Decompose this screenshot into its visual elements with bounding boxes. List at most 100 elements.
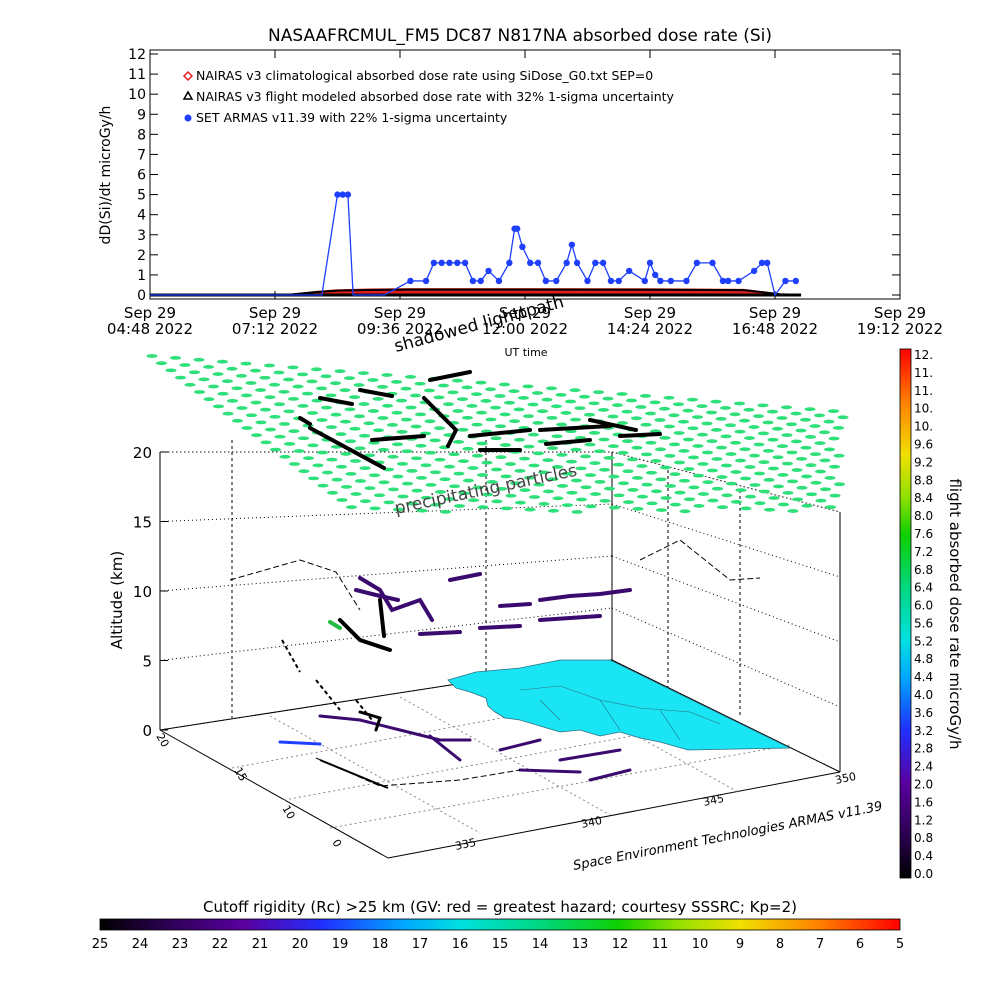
series-armas-point [542, 277, 550, 285]
particle-grid-cell [739, 447, 751, 452]
rigidity-colorbar-labels: 25 24 23 22 21 20 19 18 17 16 15 14 13 12 11 10 9 8 7 6 5 [92, 937, 904, 952]
rigidity-colorbar-label: 25 [92, 937, 109, 952]
annotation-ut-time: UT time [504, 346, 547, 359]
x-tick-label: Sep 29 [124, 304, 176, 322]
particle-grid-cell [430, 502, 442, 507]
rigidity-colorbar-label: 10 [692, 937, 709, 952]
particle-grid-cell [814, 469, 827, 474]
particle-grid-cell [780, 405, 793, 410]
particle-grid-cell [278, 389, 290, 394]
particle-grid-cell [527, 432, 540, 437]
particle-grid-cell [566, 490, 578, 495]
dose-colorbar-label: 10. [914, 420, 933, 434]
particle-grid-cell [424, 419, 436, 424]
flight-track-top [298, 370, 662, 470]
particle-grid-cell [589, 461, 601, 466]
particle-grid-cell [336, 498, 348, 502]
particle-grid-cell [734, 458, 747, 463]
particle-grid-cell [828, 436, 840, 441]
particle-grid-cell [715, 445, 728, 450]
particle-grid-cell [169, 356, 182, 360]
latitude-tick-label: 20 [153, 731, 171, 750]
altitude-gridline [159, 659, 613, 731]
particle-grid-cell [306, 411, 319, 415]
particle-grid-cell [550, 404, 563, 409]
series-armas-point [792, 277, 800, 285]
particle-grid-cell [241, 426, 253, 430]
particle-grid-cell [293, 449, 305, 453]
particle-grid-cell [639, 394, 652, 398]
rigidity-colorbar-label: 6 [856, 937, 864, 952]
particle-grid-cell [743, 407, 755, 412]
particle-grid-cell [260, 440, 272, 445]
particle-grid-cell [767, 437, 779, 442]
particle-grid-cell [603, 486, 616, 491]
particle-grid-cell [669, 472, 681, 477]
particle-grid-cell [349, 426, 361, 431]
particle-grid-cell [763, 507, 776, 512]
particle-grid-cell [541, 397, 553, 402]
particle-grid-cell [546, 446, 559, 451]
particle-grid-cell [316, 418, 328, 422]
particle-grid-cell [616, 392, 628, 396]
particle-grid-cell [607, 444, 620, 449]
particle-grid-cell [584, 442, 596, 447]
particle-grid-cell [711, 486, 724, 491]
x-tick-label: Sep 29 [374, 304, 426, 322]
particle-grid-cell [345, 471, 357, 476]
particle-grid-cell [683, 497, 696, 502]
particle-grid-cell [829, 493, 841, 498]
particle-grid-cell [340, 484, 353, 489]
particle-grid-cell [330, 412, 342, 417]
series-armas-point [519, 243, 526, 250]
series-armas-point [592, 259, 599, 267]
particle-grid-cell [429, 470, 442, 475]
particle-grid-cell [184, 382, 196, 387]
particle-grid-cell [635, 405, 647, 409]
rigidity-colorbar-label: 14 [532, 937, 549, 952]
particle-grid-cell [481, 460, 493, 465]
altitude-gridline [159, 607, 613, 661]
particle-grid-cell [467, 498, 480, 503]
particle-grid-cell [748, 453, 761, 458]
particle-grid-cell [560, 411, 572, 415]
particle-grid-cell [706, 439, 718, 444]
altitude-gridline [159, 503, 613, 522]
particle-grid-cell [626, 457, 639, 462]
x-tick-label: Sep 29 [624, 304, 676, 322]
particle-grid-cell [331, 477, 343, 482]
rigidity-colorbar-label: 12 [612, 937, 629, 952]
particle-grid-cell [739, 476, 752, 481]
particle-grid-cell [369, 506, 381, 511]
rigidity-colorbar-label: 8 [776, 937, 784, 952]
particle-grid-cell [264, 427, 277, 432]
particle-grid-cell [498, 382, 511, 387]
particle-grid-cell [592, 390, 605, 394]
dose-colorbar-label: 11. [914, 366, 933, 380]
particle-grid-cell [683, 467, 695, 471]
particle-grid-cell [499, 443, 512, 447]
particle-grid-cell [367, 409, 380, 413]
particle-grid-cell [231, 418, 244, 423]
y-axis-label: dD(Si)/dt microGy/h [98, 106, 114, 245]
particle-grid-cell [678, 478, 691, 483]
particle-grid-cell [716, 475, 728, 479]
particle-grid-cell [508, 419, 521, 424]
y-tick-label: 4 [137, 208, 146, 224]
particle-grid-cell [660, 496, 672, 500]
particle-grid-cell [815, 498, 827, 503]
particle-grid-cell [527, 402, 539, 407]
particle-grid-cell [448, 452, 460, 457]
series-armas-point [584, 277, 591, 285]
series-armas-point [599, 259, 607, 267]
particle-grid-cell [471, 422, 483, 427]
particle-grid-cell [442, 402, 455, 407]
particle-grid-cell [471, 453, 484, 458]
dose-colorbar-label: 9.6 [914, 437, 933, 451]
legend-triangle-marker [182, 90, 194, 100]
particle-grid-cell [795, 428, 807, 433]
longitude-tick-label: 350 [834, 770, 857, 787]
particle-grid-cell [368, 473, 381, 478]
particle-grid-cell [706, 468, 719, 473]
